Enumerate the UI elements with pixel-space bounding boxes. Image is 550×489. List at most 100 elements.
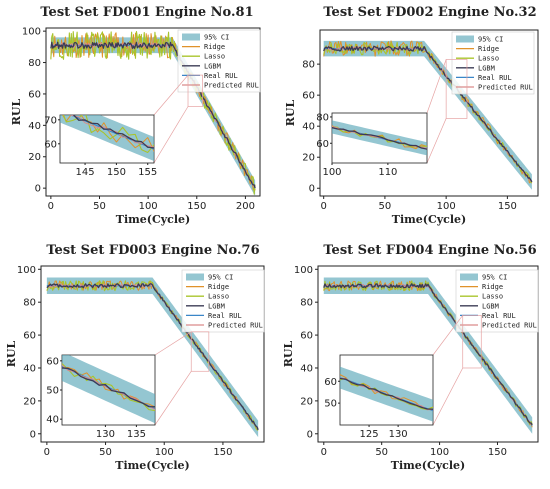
y-axis-label: RUL (5, 341, 18, 368)
inset-series (62, 355, 155, 424)
y-tick-label: 100 (17, 265, 36, 276)
legend-label: Ridge (204, 43, 225, 51)
legend-label: 95% CI (482, 274, 507, 282)
zoom-region (462, 314, 482, 369)
inset-series-lgbm (340, 377, 433, 411)
legend-label: Real RUL (482, 312, 516, 320)
legend-swatch-ci (456, 35, 474, 43)
inset-series (332, 120, 427, 156)
x-tick-label: 50 (379, 201, 392, 212)
ci-band (323, 277, 533, 434)
inset-ci-band (62, 355, 155, 424)
inset: 130 135 40 50 60 (46, 354, 156, 440)
y-tick-label: 40 (300, 363, 313, 374)
zoom-connector (153, 106, 189, 164)
zoom-connector (154, 371, 192, 426)
y-tick-label: 0 (35, 184, 41, 195)
legend-label: Lasso (204, 53, 225, 61)
y-tick-label: 80 (28, 58, 41, 69)
inset-series-lgbm (332, 127, 427, 150)
zoom-connector (432, 315, 464, 356)
x-axis-label: Time(Cycle) (116, 213, 190, 226)
inset-y-tick-label: 50 (324, 399, 337, 410)
y-tick-label: 20 (302, 153, 315, 164)
y-tick-label: 0 (307, 429, 313, 440)
legend-label: Real RUL (478, 74, 512, 82)
y-tick-label: 20 (23, 396, 36, 407)
zoom-region (445, 59, 468, 119)
y-axis-label: RUL (282, 341, 295, 368)
y-tick-label: 100 (294, 265, 313, 276)
legend-label: Predicted RUL (478, 84, 533, 92)
inset-series-lasso (340, 377, 433, 411)
legend-label: LGBM (478, 64, 495, 72)
x-axis-label: Time(Cycle) (115, 459, 189, 472)
legend-label: Ridge (482, 283, 503, 291)
x-tick-label: 0 (320, 201, 326, 212)
inset-y-tick-label: 60 (316, 139, 329, 150)
zoom-connector (153, 74, 189, 116)
ci-band (46, 277, 259, 438)
y-tick-label: 60 (28, 89, 41, 100)
legend-label: Lasso (208, 293, 229, 301)
y-tick-label: 60 (300, 331, 313, 342)
legend-label: Lasso (482, 293, 503, 301)
inset-x-tick-label: 100 (322, 167, 341, 178)
x-tick-label: 100 (430, 447, 449, 458)
inset-series (340, 366, 433, 422)
y-tick-label: 60 (23, 331, 36, 342)
zoom-connector (426, 59, 447, 114)
chart-title: Test Set FD004 Engine No.56 (323, 243, 536, 258)
x-tick-label: 0 (44, 447, 50, 458)
series-group (46, 280, 259, 431)
x-tick-label: 100 (155, 447, 174, 458)
inset-y-tick-label: 40 (46, 415, 59, 426)
legend-label: LGBM (482, 302, 499, 310)
inset-x-tick-label: 130 (389, 429, 408, 440)
inset: 145 150 155 60 70 (44, 114, 157, 178)
inset-series-lgbm (62, 367, 155, 408)
legend-swatch-ci (182, 33, 200, 41)
legend-label: Predicted RUL (204, 82, 259, 90)
y-tick-label: 100 (22, 27, 41, 38)
legend-label: Real RUL (204, 72, 238, 80)
x-tick-label: 200 (236, 201, 255, 212)
y-tick-label: 80 (23, 298, 36, 309)
y-tick-label: 40 (28, 121, 41, 132)
y-axis-label: RUL (284, 100, 297, 127)
inset-y-tick-label: 60 (46, 356, 59, 367)
series-lgbm (50, 41, 256, 189)
legend-label: Ridge (478, 45, 499, 53)
inset-series (60, 115, 154, 162)
legend-label: Ridge (208, 283, 229, 291)
x-tick-label: 150 (498, 201, 517, 212)
y-tick-label: 0 (309, 184, 315, 195)
x-tick-label: 100 (139, 201, 158, 212)
y-tick-label: 80 (300, 298, 313, 309)
y-axis-label: RUL (10, 99, 23, 126)
inset-x-tick-label: 155 (138, 167, 157, 178)
zoom-region (190, 331, 210, 372)
series-lgbm (46, 283, 259, 431)
inset-y-tick-label: 50 (46, 386, 59, 397)
ci-band (323, 40, 532, 190)
series-group (323, 40, 533, 184)
zoom-connector (432, 367, 464, 426)
series-ridge (50, 32, 256, 191)
x-tick-label: 150 (213, 447, 232, 458)
inset-x-tick-label: 135 (127, 429, 146, 440)
y-tick-label: 20 (300, 396, 313, 407)
y-tick-label: 0 (30, 429, 36, 440)
legend-label: Predicted RUL (208, 322, 263, 330)
y-tick-label: 80 (302, 60, 315, 71)
x-axis-label: Time(Cycle) (392, 213, 466, 226)
chart-panel-3: Test Set FD003 Engine No.76 0 50 100 150 0 20 4… (5, 243, 265, 472)
inset-x-tick-label: 130 (96, 429, 115, 440)
legend-label: Real RUL (208, 312, 242, 320)
chart-panel-2: Test Set FD002 Engine No.32 0 50 100 150 0 20 4… (284, 5, 539, 226)
legend-label: Predicted RUL (482, 322, 537, 330)
